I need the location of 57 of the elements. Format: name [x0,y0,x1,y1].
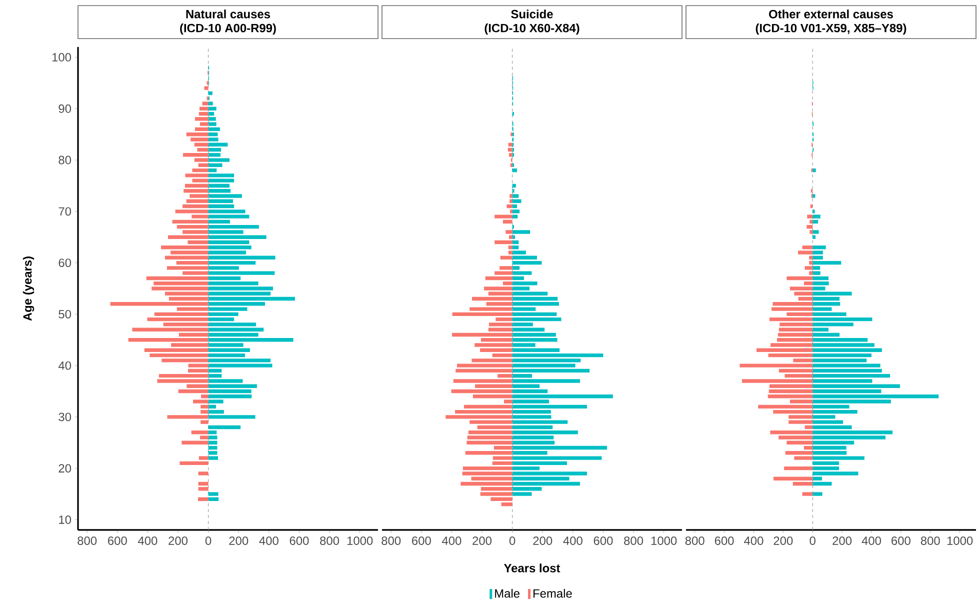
bar [198,497,208,501]
chart-title: Natural causes [186,10,270,18]
x-tick-label: 600 [892,536,910,545]
bar [812,492,822,496]
bar [784,466,813,470]
x-tick-label: 600 [290,536,309,545]
y-axis-title: Age (years) [22,256,34,321]
y-tick-label: 80 [58,156,72,164]
x-tick-label: 600 [594,536,613,545]
x-tick-label: 400 [138,536,158,545]
bar [802,492,813,496]
y-tick-label: 10 [59,515,72,524]
y-tick-label: 60 [58,258,72,268]
x-tick-label: 200 [168,536,188,545]
bar [198,472,208,476]
x-tick-label: 800 [920,536,940,545]
legend-label: Female [534,588,572,598]
x-tick-label: 600 [714,536,734,545]
x-tick-label: 0 [509,536,516,545]
x-tick-label: 1000 [651,536,677,545]
x-tick-label: 200 [832,536,852,545]
chart-subtitle: (ICD-10 A00-R99) [180,24,276,35]
x-axis-title: Years lost [504,564,560,572]
x-tick-label: 800 [320,536,340,545]
chart-subtitle: (ICD-10 X60-X84) [484,24,580,35]
y-tick-label: 20 [58,464,72,473]
legend-label: Male [495,588,520,598]
x-tick-label: 400 [563,536,582,545]
x-tick-label: 1000 [947,536,973,545]
x-tick-label: 800 [78,536,97,545]
y-tick-label: 40 [58,361,72,370]
x-tick-label: 800 [685,536,704,545]
y-tick-label: 100 [52,53,72,62]
chart-title: Other external causes [769,10,893,18]
x-tick-label: 1000 [347,536,373,545]
chart-title: Suicide [511,10,553,18]
bar [812,168,816,172]
x-tick-label: 400 [259,536,278,545]
x-tick-label: 0 [810,536,816,545]
x-tick-label: 600 [412,536,431,545]
chart-subtitle: (ICD-10 V01-X59, X85–Y89) [756,24,906,35]
x-tick-label: 600 [108,536,127,545]
x-tick-label: 400 [442,536,462,545]
y-tick-label: 50 [58,310,72,318]
x-tick-label: 400 [862,536,881,545]
x-tick-label: 0 [205,536,212,545]
y-tick-label: 90 [58,104,72,113]
x-tick-label: 200 [774,536,793,545]
x-tick-label: 200 [229,536,248,545]
bar [812,194,816,198]
y-tick-label: 70 [58,207,72,216]
y-tick-label: 30 [58,412,72,422]
x-tick-label: 200 [533,536,552,545]
x-tick-label: 200 [472,536,492,545]
x-tick-label: 400 [744,536,764,545]
x-tick-label: 800 [382,536,401,545]
x-tick-label: 800 [624,536,644,545]
